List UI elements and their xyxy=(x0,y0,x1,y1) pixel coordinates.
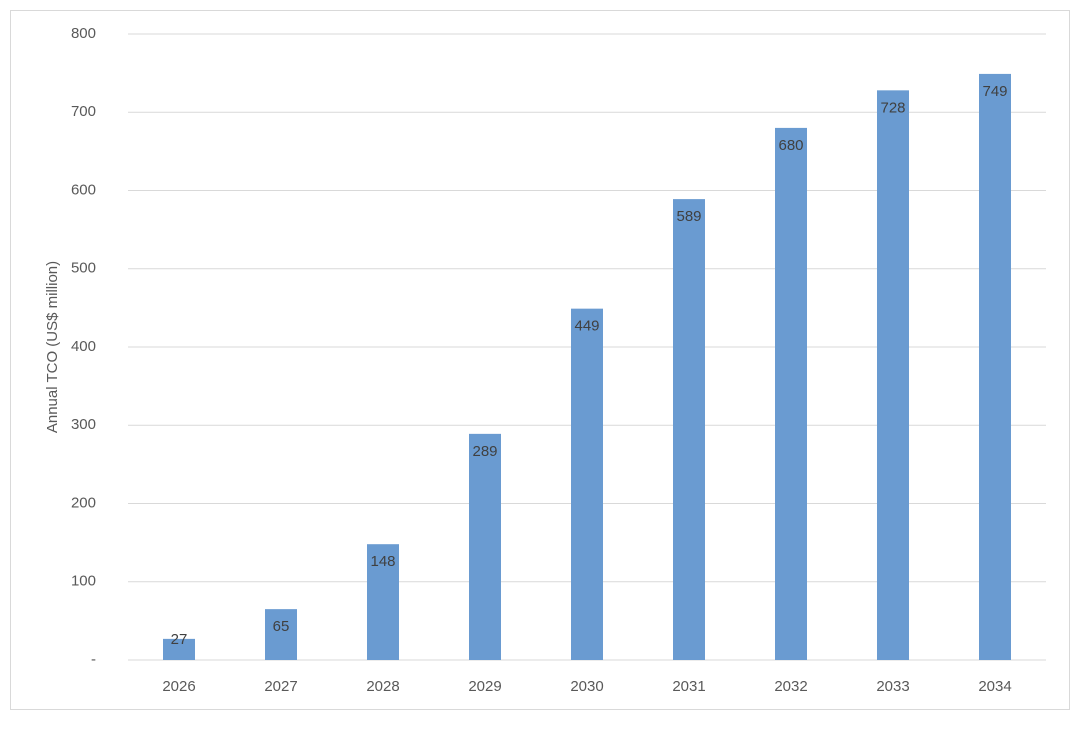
y-tick-label: - xyxy=(91,651,96,668)
data-label: 680 xyxy=(778,137,803,154)
data-label: 65 xyxy=(273,618,290,635)
x-tick-label: 2030 xyxy=(570,678,603,695)
data-label: 728 xyxy=(880,99,905,116)
y-tick-label: 700 xyxy=(71,103,96,120)
y-tick-label: 400 xyxy=(71,338,96,355)
x-tick-label: 2032 xyxy=(774,678,807,695)
data-label: 289 xyxy=(472,443,497,460)
data-label: 27 xyxy=(171,631,188,648)
bar xyxy=(775,127,807,660)
bar xyxy=(367,544,399,660)
x-tick-label: 2026 xyxy=(162,678,195,695)
x-tick-label: 2027 xyxy=(264,678,297,695)
data-label: 148 xyxy=(370,553,395,570)
bar xyxy=(163,638,195,660)
bar xyxy=(673,199,705,661)
y-tick-label: 800 xyxy=(71,25,96,42)
x-tick-label: 2029 xyxy=(468,678,501,695)
data-label: 589 xyxy=(676,208,701,225)
bar xyxy=(571,308,603,660)
bar xyxy=(877,90,909,661)
y-tick-label: 600 xyxy=(71,181,96,198)
y-tick-label: 200 xyxy=(71,494,96,511)
x-tick-label: 2028 xyxy=(366,678,399,695)
bar xyxy=(979,73,1011,661)
y-tick-label: 100 xyxy=(71,573,96,590)
y-tick-label: 500 xyxy=(71,260,96,277)
y-axis-label: Annual TCO (US$ million) xyxy=(44,261,61,433)
y-tick-label: 300 xyxy=(71,416,96,433)
bar xyxy=(469,433,501,660)
bar xyxy=(265,609,297,660)
x-tick-label: 2031 xyxy=(672,678,705,695)
chart-frame xyxy=(10,10,1070,710)
data-label: 749 xyxy=(982,83,1007,100)
data-label: 449 xyxy=(574,318,599,335)
x-tick-label: 2034 xyxy=(978,678,1011,695)
x-tick-label: 2033 xyxy=(876,678,909,695)
